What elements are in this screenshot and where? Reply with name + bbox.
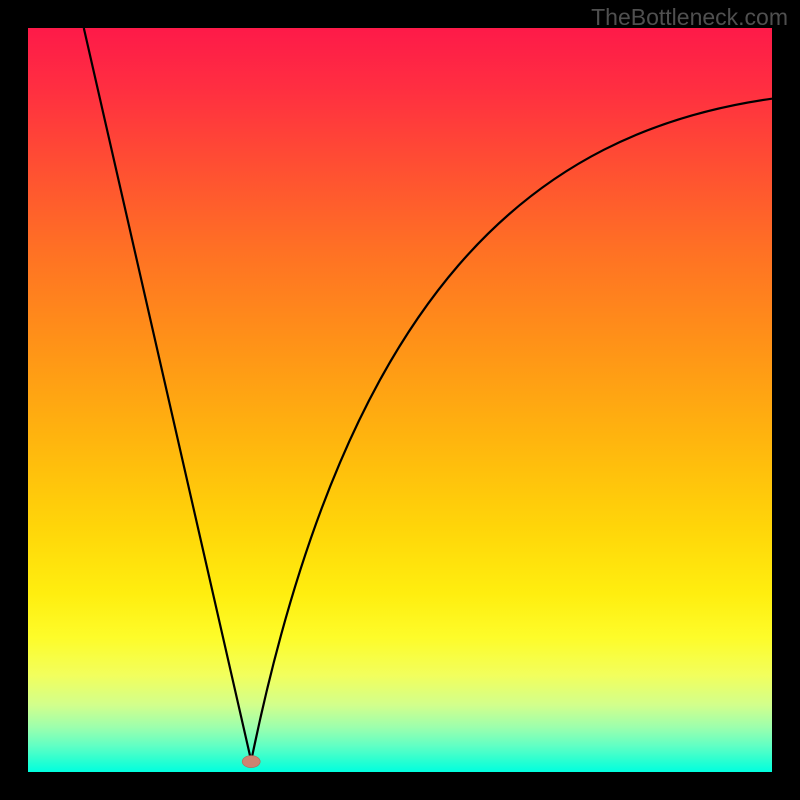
minimum-marker (242, 756, 260, 768)
bottleneck-chart-svg (28, 28, 772, 772)
chart-background (28, 28, 772, 772)
chart-frame: TheBottleneck.com (0, 0, 800, 800)
watermark-text: TheBottleneck.com (591, 4, 788, 31)
plot-area (28, 28, 772, 772)
